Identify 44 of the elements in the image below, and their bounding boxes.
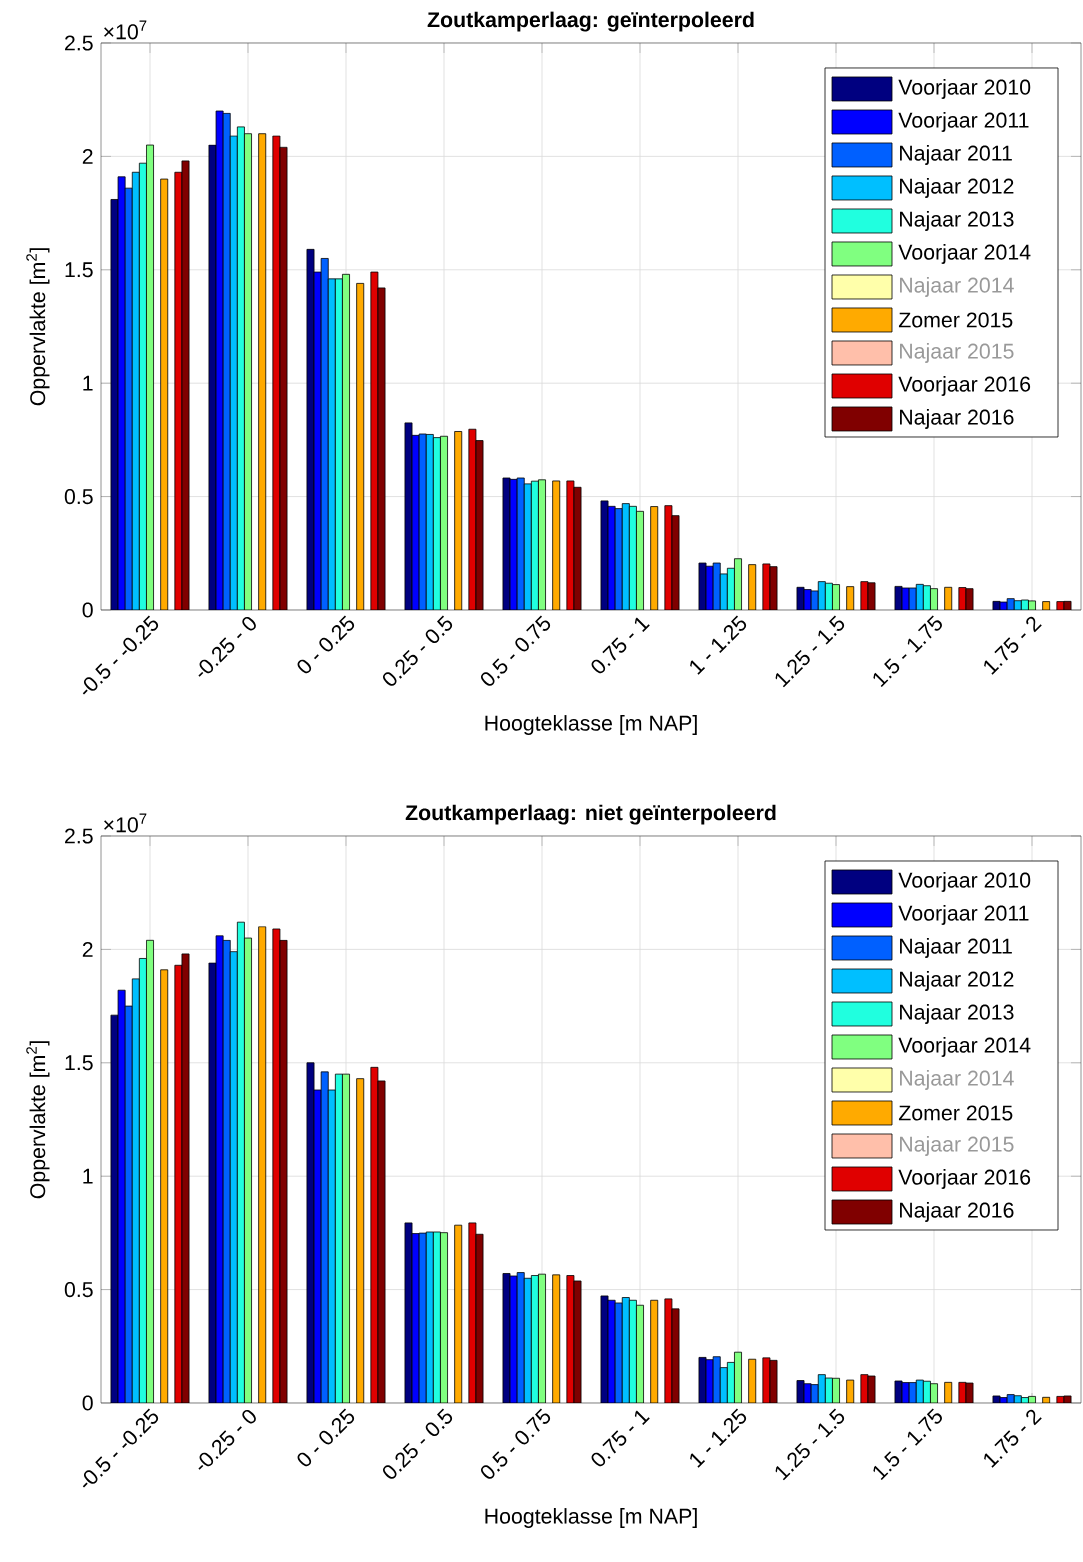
chart-title: Zoutkamperlaag: geïnterpoleerd bbox=[427, 11, 754, 32]
x-tick-label: 0.25 - 0.5 bbox=[382, 615, 453, 686]
legend-label: Voorjaar 2010 bbox=[898, 79, 1031, 99]
legend-label: Najaar 2014 bbox=[900, 277, 1014, 297]
legend-label: Voorjaar 2016 bbox=[898, 1169, 1031, 1189]
y-tick-label: 0 bbox=[82, 602, 93, 618]
legend-label: Najaar 2015 bbox=[900, 1136, 1014, 1156]
legend-label: Najaar 2016 bbox=[900, 1202, 1014, 1222]
legend-label: Najaar 2013 bbox=[900, 1004, 1014, 1024]
text: ×10$^{7}$ bbox=[104, 20, 147, 40]
y-axis-title: Oppervlakte [m$^{2}$] bbox=[26, 248, 50, 406]
legend-label: Najaar 2014 bbox=[900, 1070, 1014, 1090]
legend-label: Najaar 2012 bbox=[900, 971, 1014, 991]
legend-label: Najaar 2011 bbox=[900, 145, 1012, 165]
y-tick-label: 0 bbox=[82, 1395, 93, 1411]
y-tick-label: 2 bbox=[82, 148, 93, 164]
x-tick-label: 0.25 - 0.5 bbox=[382, 1408, 453, 1479]
legend-label: Zomer 2015 bbox=[898, 1105, 1013, 1121]
y-tick-label: 0.5 bbox=[64, 1282, 93, 1298]
legend-label: Voorjaar 2011 bbox=[898, 905, 1029, 925]
legend-label: Voorjaar 2016 bbox=[898, 376, 1031, 396]
legend-label: Najaar 2016 bbox=[900, 409, 1014, 429]
x-axis-title: Hoogteklasse [m NAP] bbox=[485, 1508, 697, 1528]
legend-label: Voorjaar 2014 bbox=[898, 244, 1031, 264]
y-tick-label: 0.5 bbox=[64, 489, 93, 505]
legend-label: Voorjaar 2010 bbox=[898, 872, 1031, 892]
legend-label: Najaar 2015 bbox=[900, 343, 1014, 363]
text: ×10$^{7}$ bbox=[104, 813, 147, 833]
legend-label: Zomer 2015 bbox=[898, 312, 1013, 328]
y-tick-label: 2 bbox=[82, 941, 93, 957]
legend-label: Voorjaar 2014 bbox=[898, 1037, 1031, 1057]
legend-label: Najaar 2012 bbox=[900, 178, 1014, 198]
y-tick-label: 2.5 bbox=[65, 828, 93, 844]
chart-title: Zoutkamperlaag: niet geïnterpoleerd bbox=[405, 804, 776, 825]
legend-label: Najaar 2011 bbox=[900, 938, 1012, 958]
legend-label: Voorjaar 2011 bbox=[898, 112, 1029, 132]
legend-label: Najaar 2013 bbox=[900, 211, 1014, 231]
y-tick-label: 1 bbox=[83, 1168, 93, 1184]
y-tick-label: 1.5 bbox=[65, 1055, 93, 1071]
y-tick-label: 2.5 bbox=[65, 35, 93, 51]
y-tick-label: 1.5 bbox=[65, 262, 93, 278]
y-axis-title: Oppervlakte [m$^{2}$] bbox=[26, 1041, 50, 1199]
x-axis-title: Hoogteklasse [m NAP] bbox=[485, 715, 697, 735]
y-tick-label: 1 bbox=[83, 375, 93, 391]
